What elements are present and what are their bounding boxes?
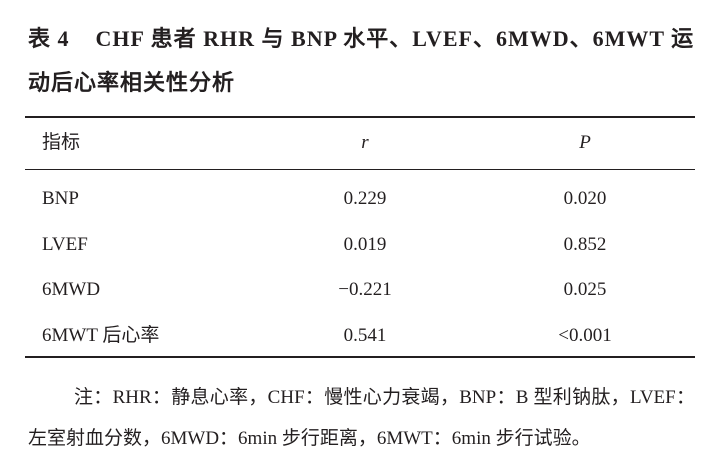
table-cell: 0.019 [343, 233, 387, 255]
table-cell: 0.025 [563, 279, 607, 300]
header-cell: 指标 [42, 132, 81, 153]
table-cell: −0.221 [338, 279, 392, 300]
caption: 表 4 CHF 患者 RHR 与 BNP 水平、LVEF、6MWD、6MWT 运动… [28, 17, 698, 105]
table-cell: <0.001 [558, 324, 612, 346]
table-cell: LVEF [42, 233, 88, 255]
table-cell: 6MWD [42, 279, 101, 300]
header-cell: r [361, 132, 369, 153]
caption-label: 表 4 [28, 26, 70, 51]
table-cell: 0.541 [343, 324, 387, 346]
table-cell: 0.229 [343, 188, 387, 209]
bottom-rule [25, 356, 695, 358]
table-cell: 0.020 [563, 188, 607, 209]
table-cell: 6MWT 后心率 [42, 324, 160, 346]
table-cell: 0.852 [563, 233, 607, 255]
table-cell: BNP [42, 188, 79, 209]
top-rule [25, 116, 695, 118]
header-cell: P [579, 132, 591, 153]
caption-title: CHF 患者 RHR 与 BNP 水平、LVEF、6MWD、6MWT 运动后心率… [28, 26, 695, 95]
table-note: 注：RHR：静息心率，CHF：慢性心力衰竭，BNP：B 型利钠肽，LVEF：左室… [28, 387, 695, 449]
header-rule [25, 169, 695, 170]
